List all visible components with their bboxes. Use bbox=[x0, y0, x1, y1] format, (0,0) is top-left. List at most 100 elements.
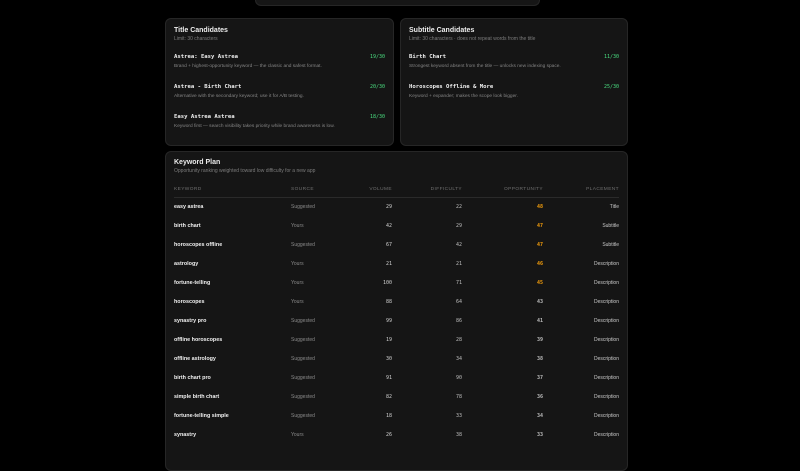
header-difficulty[interactable]: DIFFICULTY bbox=[430, 187, 462, 192]
volume-cell: 21 bbox=[385, 261, 392, 267]
keyword-cell: synastry pro bbox=[174, 318, 207, 324]
table-row[interactable]: birth chart pro Suggested 91 90 37 Descriptio… bbox=[174, 369, 619, 388]
source-cell: Suggested bbox=[291, 394, 315, 400]
placement-cell: Description bbox=[593, 413, 619, 419]
difficulty-cell: 21 bbox=[455, 261, 462, 267]
placement-cell: Subtitle bbox=[602, 223, 619, 229]
title-candidate[interactable]: Astrea: Easy Astrea 19/30 Brand + highes… bbox=[174, 54, 385, 69]
source-cell: Suggested bbox=[291, 318, 315, 324]
opportunity-cell: 39 bbox=[536, 337, 543, 343]
subtitle-candidates-heading: Subtitle Candidates bbox=[409, 27, 475, 34]
table-row[interactable]: fortune-telling Yours 100 71 45 Description bbox=[174, 274, 619, 293]
opportunity-cell: 45 bbox=[536, 280, 543, 286]
opportunity-cell: 34 bbox=[536, 413, 543, 419]
source-cell: Yours bbox=[291, 432, 304, 438]
candidate-text: Astrea - Birth Chart bbox=[174, 84, 242, 90]
header-placement[interactable]: PLACEMENT bbox=[586, 187, 619, 192]
top-panel-edge bbox=[255, 0, 540, 6]
difficulty-cell: 28 bbox=[455, 337, 462, 343]
keyword-cell: astrology bbox=[174, 261, 199, 267]
title-candidate[interactable]: Easy Astrea Astrea 18/30 Keyword first —… bbox=[174, 114, 385, 129]
header-opportunity[interactable]: OPPORTUNITY bbox=[504, 187, 543, 192]
candidate-description: Keyword + expander; makes the scope look… bbox=[409, 94, 518, 99]
char-count: 18/30 bbox=[369, 114, 385, 120]
char-count: 11/30 bbox=[603, 54, 619, 60]
candidate-description: Alternative with the secondary keyword; … bbox=[174, 94, 304, 99]
placement-cell: Description bbox=[593, 394, 619, 400]
keyword-plan-card: Keyword Plan Opportunity ranking weighte… bbox=[165, 151, 628, 471]
opportunity-cell: 41 bbox=[536, 318, 543, 324]
opportunity-cell: 48 bbox=[536, 204, 543, 210]
difficulty-cell: 22 bbox=[455, 204, 462, 210]
table-row[interactable]: horoscopes Yours 88 64 43 Description bbox=[174, 293, 619, 312]
difficulty-cell: 78 bbox=[455, 394, 462, 400]
volume-cell: 19 bbox=[385, 337, 392, 343]
table-row[interactable]: fortune-telling simple Suggested 18 33 34 Des… bbox=[174, 407, 619, 426]
char-count: 20/30 bbox=[369, 84, 385, 90]
difficulty-cell: 42 bbox=[455, 242, 462, 248]
source-cell: Suggested bbox=[291, 356, 315, 362]
volume-cell: 88 bbox=[385, 299, 392, 305]
subtitle-candidate[interactable]: Horoscopes Offline & More 25/30 Keyword … bbox=[409, 84, 619, 99]
header-volume[interactable]: VOLUME bbox=[369, 187, 392, 192]
difficulty-cell: 86 bbox=[455, 318, 462, 324]
keyword-cell: horoscopes offline bbox=[174, 242, 223, 248]
header-source[interactable]: SOURCE bbox=[291, 187, 314, 192]
keyword-cell: horoscopes bbox=[174, 299, 205, 305]
title-candidates-card: Title Candidates Limit: 30 characters As… bbox=[165, 18, 394, 146]
source-cell: Suggested bbox=[291, 204, 315, 210]
volume-cell: 67 bbox=[385, 242, 392, 248]
table-row[interactable]: synastry pro Suggested 99 86 41 Description bbox=[174, 312, 619, 331]
volume-cell: 26 bbox=[385, 432, 392, 438]
volume-cell: 42 bbox=[385, 223, 392, 229]
candidate-text: Horoscopes Offline & More bbox=[409, 84, 494, 90]
subtitle-candidate[interactable]: Birth Chart 11/30 Strongest keyword abse… bbox=[409, 54, 619, 69]
volume-cell: 99 bbox=[385, 318, 392, 324]
placement-cell: Description bbox=[593, 356, 619, 362]
source-cell: Yours bbox=[291, 299, 304, 305]
table-row[interactable]: easy astrea Suggested 29 22 48 Title bbox=[174, 198, 619, 217]
table-row[interactable]: offline astrology Suggested 30 34 38 Descript… bbox=[174, 350, 619, 369]
table-row[interactable]: synastry Yours 26 38 33 Description bbox=[174, 426, 619, 445]
difficulty-cell: 29 bbox=[455, 223, 462, 229]
placement-cell: Subtitle bbox=[602, 242, 619, 248]
source-cell: Suggested bbox=[291, 375, 315, 381]
placement-cell: Description bbox=[593, 375, 619, 381]
opportunity-cell: 33 bbox=[536, 432, 543, 438]
keyword-plan-heading: Keyword Plan bbox=[174, 159, 221, 166]
keyword-cell: fortune-telling simple bbox=[174, 413, 229, 419]
candidate-text: Astrea: Easy Astrea bbox=[174, 54, 238, 60]
header-keyword[interactable]: KEYWORD bbox=[174, 187, 202, 192]
candidate-description: Keyword first — search visibility takes … bbox=[174, 124, 335, 129]
difficulty-cell: 34 bbox=[455, 356, 462, 362]
difficulty-cell: 71 bbox=[455, 280, 462, 286]
opportunity-cell: 37 bbox=[536, 375, 543, 381]
table-row[interactable]: astrology Yours 21 21 46 Description bbox=[174, 255, 619, 274]
opportunity-cell: 47 bbox=[536, 242, 543, 248]
table-row[interactable]: horoscopes offline Suggested 67 42 47 Subtitl… bbox=[174, 236, 619, 255]
title-candidates-heading: Title Candidates bbox=[174, 27, 228, 34]
placement-cell: Description bbox=[593, 299, 619, 305]
volume-cell: 18 bbox=[385, 413, 392, 419]
volume-cell: 82 bbox=[385, 394, 392, 400]
volume-cell: 100 bbox=[382, 280, 392, 286]
volume-cell: 30 bbox=[385, 356, 392, 362]
volume-cell: 29 bbox=[385, 204, 392, 210]
placement-cell: Description bbox=[593, 318, 619, 324]
char-count: 19/30 bbox=[369, 54, 385, 60]
source-cell: Suggested bbox=[291, 337, 315, 343]
keyword-cell: synastry bbox=[174, 432, 197, 438]
keyword-cell: offline horoscopes bbox=[174, 337, 223, 343]
title-candidate[interactable]: Astrea - Birth Chart 20/30 Alternative w… bbox=[174, 84, 385, 99]
placement-cell: Description bbox=[593, 280, 619, 286]
volume-cell: 91 bbox=[385, 375, 392, 381]
source-cell: Suggested bbox=[291, 413, 315, 419]
table-row[interactable]: offline horoscopes Suggested 19 28 39 Descrip… bbox=[174, 331, 619, 350]
placement-cell: Title bbox=[609, 204, 619, 210]
placement-cell: Description bbox=[593, 261, 619, 267]
placement-cell: Description bbox=[593, 432, 619, 438]
table-row[interactable]: birth chart Yours 42 29 47 Subtitle bbox=[174, 217, 619, 236]
table-row[interactable]: simple birth chart Suggested 82 78 36 Descrip… bbox=[174, 388, 619, 407]
keyword-cell: offline astrology bbox=[174, 356, 216, 362]
difficulty-cell: 64 bbox=[455, 299, 462, 305]
